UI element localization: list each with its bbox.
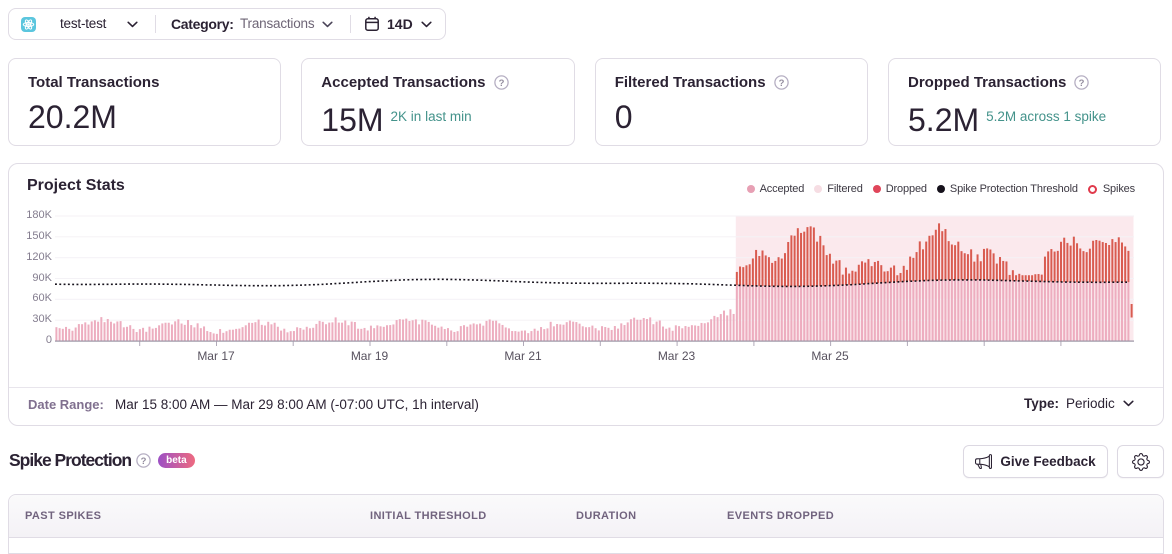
svg-text:?: ? — [1079, 78, 1085, 89]
svg-text:?: ? — [141, 456, 147, 467]
svg-text:?: ? — [498, 78, 504, 89]
svg-text:?: ? — [778, 78, 784, 89]
